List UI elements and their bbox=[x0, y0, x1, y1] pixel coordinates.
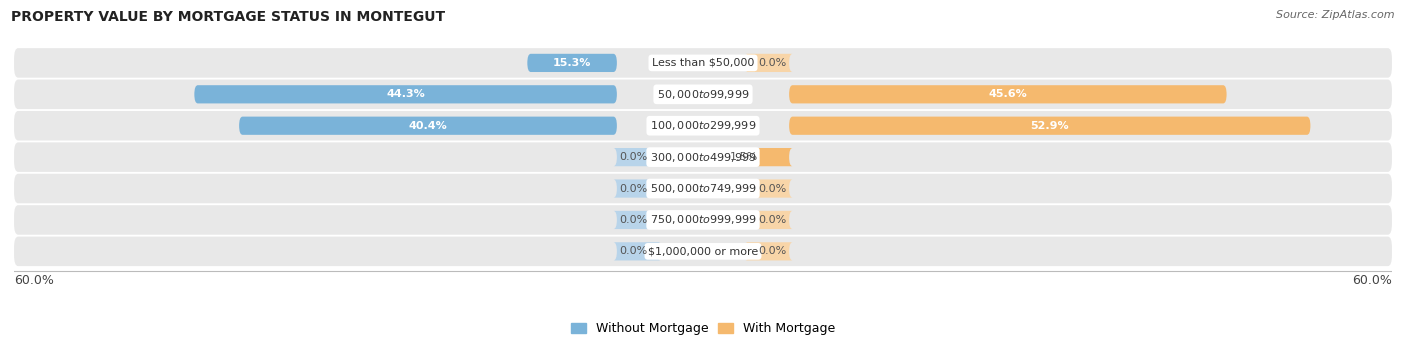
FancyBboxPatch shape bbox=[613, 211, 661, 229]
Text: 0.0%: 0.0% bbox=[620, 152, 648, 162]
Text: 60.0%: 60.0% bbox=[1353, 274, 1392, 287]
Text: 0.0%: 0.0% bbox=[758, 215, 786, 225]
FancyBboxPatch shape bbox=[789, 117, 1310, 135]
Text: 0.0%: 0.0% bbox=[620, 183, 648, 194]
Text: 0.0%: 0.0% bbox=[758, 183, 786, 194]
FancyBboxPatch shape bbox=[14, 111, 1392, 140]
FancyBboxPatch shape bbox=[14, 174, 1392, 203]
FancyBboxPatch shape bbox=[745, 242, 793, 261]
Text: PROPERTY VALUE BY MORTGAGE STATUS IN MONTEGUT: PROPERTY VALUE BY MORTGAGE STATUS IN MON… bbox=[11, 10, 446, 24]
FancyBboxPatch shape bbox=[613, 242, 661, 261]
FancyBboxPatch shape bbox=[717, 148, 793, 166]
Text: $1,000,000 or more: $1,000,000 or more bbox=[648, 246, 758, 256]
FancyBboxPatch shape bbox=[194, 85, 617, 103]
FancyBboxPatch shape bbox=[745, 211, 793, 229]
FancyBboxPatch shape bbox=[14, 79, 1392, 109]
FancyBboxPatch shape bbox=[14, 143, 1392, 172]
Text: 40.4%: 40.4% bbox=[409, 121, 447, 131]
Text: 0.0%: 0.0% bbox=[758, 246, 786, 256]
Text: $100,000 to $299,999: $100,000 to $299,999 bbox=[650, 119, 756, 132]
FancyBboxPatch shape bbox=[613, 179, 661, 198]
Text: Source: ZipAtlas.com: Source: ZipAtlas.com bbox=[1277, 10, 1395, 20]
Text: 52.9%: 52.9% bbox=[1031, 121, 1069, 131]
Text: 0.0%: 0.0% bbox=[620, 246, 648, 256]
Text: 0.0%: 0.0% bbox=[620, 215, 648, 225]
FancyBboxPatch shape bbox=[14, 205, 1392, 235]
Text: 1.5%: 1.5% bbox=[730, 152, 758, 162]
Text: Less than $50,000: Less than $50,000 bbox=[652, 58, 754, 68]
FancyBboxPatch shape bbox=[613, 148, 661, 166]
FancyBboxPatch shape bbox=[527, 54, 617, 72]
FancyBboxPatch shape bbox=[239, 117, 617, 135]
Text: 0.0%: 0.0% bbox=[758, 58, 786, 68]
Text: $300,000 to $499,999: $300,000 to $499,999 bbox=[650, 151, 756, 164]
FancyBboxPatch shape bbox=[789, 85, 1226, 103]
FancyBboxPatch shape bbox=[14, 237, 1392, 266]
Text: 60.0%: 60.0% bbox=[14, 274, 53, 287]
Text: $500,000 to $749,999: $500,000 to $749,999 bbox=[650, 182, 756, 195]
FancyBboxPatch shape bbox=[745, 179, 793, 198]
Text: 44.3%: 44.3% bbox=[387, 89, 425, 99]
Text: 45.6%: 45.6% bbox=[988, 89, 1028, 99]
Text: $750,000 to $999,999: $750,000 to $999,999 bbox=[650, 213, 756, 226]
FancyBboxPatch shape bbox=[745, 54, 793, 72]
Text: 15.3%: 15.3% bbox=[553, 58, 592, 68]
Legend: Without Mortgage, With Mortgage: Without Mortgage, With Mortgage bbox=[565, 317, 841, 340]
FancyBboxPatch shape bbox=[14, 48, 1392, 78]
Text: $50,000 to $99,999: $50,000 to $99,999 bbox=[657, 88, 749, 101]
